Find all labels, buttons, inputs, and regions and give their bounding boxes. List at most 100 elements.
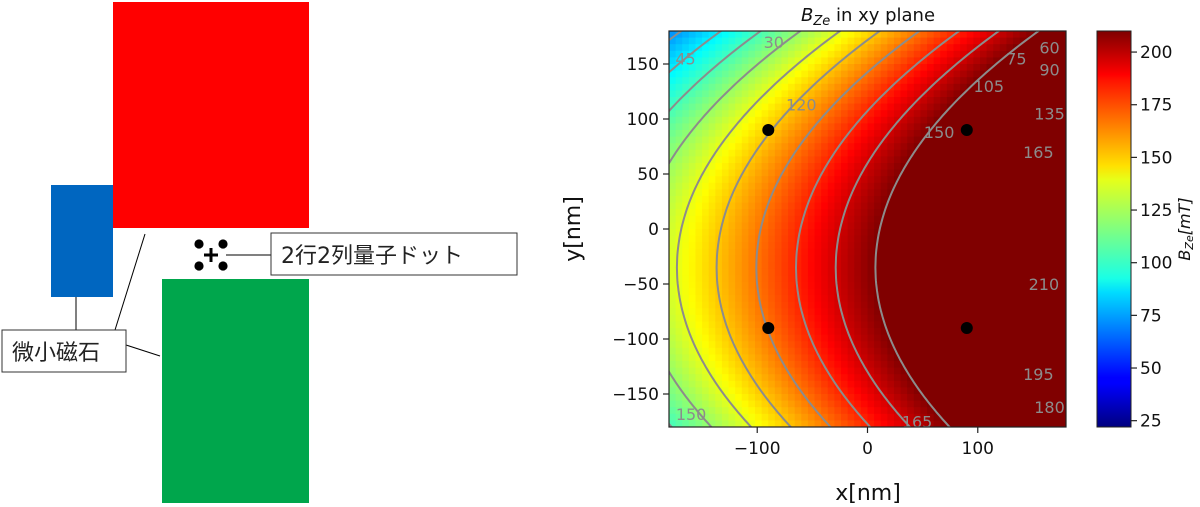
heatmap-cell [907, 321, 915, 329]
heatmap-cell [1006, 77, 1014, 85]
heatmap-cell [953, 209, 961, 217]
heatmap-cell [715, 209, 723, 217]
heatmap-cell [748, 176, 756, 184]
heatmap-cell [675, 90, 683, 98]
heatmap-cell [1013, 97, 1021, 105]
heatmap-cell [1013, 295, 1021, 303]
heatmap-cell [1026, 90, 1034, 98]
heatmap-cell [1052, 189, 1060, 197]
heatmap-cell [953, 367, 961, 375]
heatmap-cell [999, 328, 1008, 336]
heatmap-cell [748, 182, 756, 190]
heatmap-cell [814, 255, 822, 263]
heatmap-cell [688, 301, 697, 309]
heatmap-cell [715, 189, 723, 197]
heatmap-cell [788, 347, 796, 355]
heatmap-cell [920, 209, 928, 217]
heatmap-cell [728, 235, 736, 243]
heatmap-cell [973, 130, 981, 138]
heatmap-cell [788, 189, 796, 197]
heatmap-cell [807, 275, 816, 283]
heatmap-cell [774, 367, 783, 375]
heatmap-cell [913, 275, 922, 283]
heatmap-cell [1046, 31, 1054, 39]
heatmap-cell [841, 70, 849, 78]
heatmap-cell [814, 407, 822, 415]
heatmap-cell [854, 136, 862, 144]
heatmap-cell [860, 130, 869, 138]
heatmap-cell [1039, 83, 1047, 91]
heatmap-cell [788, 83, 796, 91]
heatmap-cell [1059, 334, 1066, 342]
heatmap-cell [788, 367, 796, 375]
heatmap-cell [893, 242, 902, 250]
heatmap-cell [755, 380, 763, 388]
heatmap-cell [847, 413, 855, 421]
heatmap-cell [715, 248, 723, 256]
heatmap-cell [913, 215, 922, 223]
heatmap-cell [827, 64, 836, 72]
quantum-dot [218, 239, 228, 249]
heatmap-cell [1052, 262, 1060, 270]
heatmap-cell [920, 321, 928, 329]
heatmap-cell [1039, 387, 1047, 395]
heatmap-cell [1006, 103, 1014, 111]
heatmap-cell [1046, 116, 1054, 124]
heatmap-cell [841, 275, 849, 283]
heatmap-cell [1019, 242, 1027, 250]
heatmap-cell [748, 255, 756, 263]
heatmap-cell [1032, 31, 1041, 39]
heatmap-cell [927, 209, 935, 217]
heatmap-cell [999, 321, 1008, 329]
heatmap-cell [874, 149, 882, 157]
heatmap-cell [993, 308, 1001, 316]
heatmap-cell [669, 222, 677, 230]
heatmap-cell [893, 143, 902, 151]
heatmap-cell [860, 248, 869, 256]
heatmap-cell [788, 413, 796, 421]
heatmap-cell [854, 248, 862, 256]
heatmap-cell [735, 97, 743, 105]
heatmap-cell [682, 143, 690, 151]
heatmap-cell [1013, 235, 1021, 243]
heatmap-cell [827, 235, 836, 243]
heatmap-cell [1019, 163, 1027, 171]
heatmap-cell [688, 380, 697, 388]
heatmap-cell [1059, 64, 1066, 72]
heatmap-cell [814, 136, 822, 144]
heatmap-cell [1046, 44, 1054, 52]
heatmap-cell [1019, 182, 1027, 190]
heatmap-cell [794, 163, 802, 171]
heatmap-cell [847, 367, 855, 375]
heatmap-cell [774, 169, 783, 177]
heatmap-cell [1006, 70, 1014, 78]
heatmap-cell [669, 116, 677, 124]
heatmap-cell [940, 196, 948, 204]
heatmap-cell [781, 229, 789, 237]
heatmap-cell [1052, 77, 1060, 85]
heatmap-cell [788, 262, 796, 270]
heatmap-cell [1026, 380, 1034, 388]
heatmap-cell [973, 400, 981, 408]
heatmap-cell [986, 77, 994, 85]
heatmap-cell [688, 37, 697, 45]
heatmap-cell [1032, 255, 1041, 263]
heatmap-cell [887, 149, 895, 157]
heatmap-cell [721, 314, 730, 322]
heatmap-cell [900, 202, 908, 210]
heatmap-cell [953, 90, 961, 98]
heatmap-cell [854, 341, 862, 349]
heatmap-cell [1026, 103, 1034, 111]
heatmap-cell [1052, 110, 1060, 118]
heatmap-cell [1059, 387, 1066, 395]
heatmap-cell [721, 420, 730, 427]
heatmap-cell [986, 182, 994, 190]
heatmap-cell [841, 334, 849, 342]
heatmap-cell [867, 97, 875, 105]
heatmap-cell [728, 176, 736, 184]
heatmap-cell [960, 215, 968, 223]
heatmap-cell [986, 248, 994, 256]
heatmap-cell [933, 367, 941, 375]
heatmap-cell [741, 50, 749, 58]
